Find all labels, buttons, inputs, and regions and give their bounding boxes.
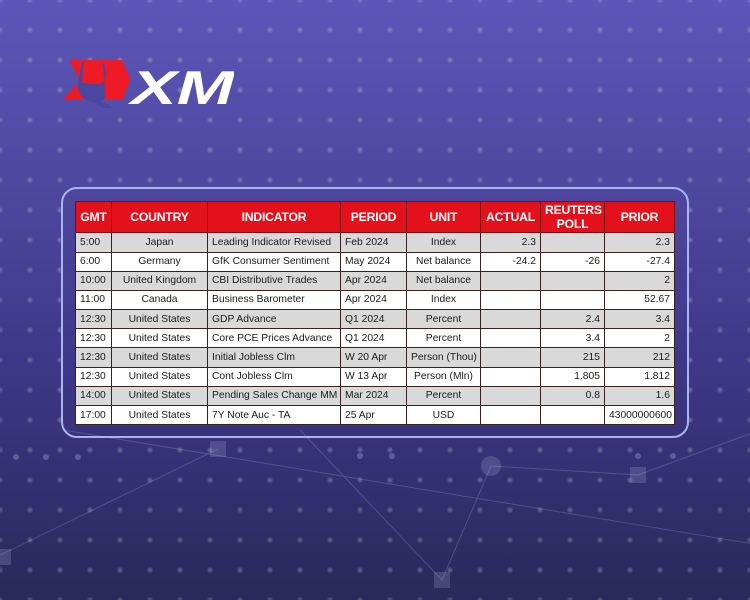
svg-text:XM: XM [127, 61, 234, 108]
